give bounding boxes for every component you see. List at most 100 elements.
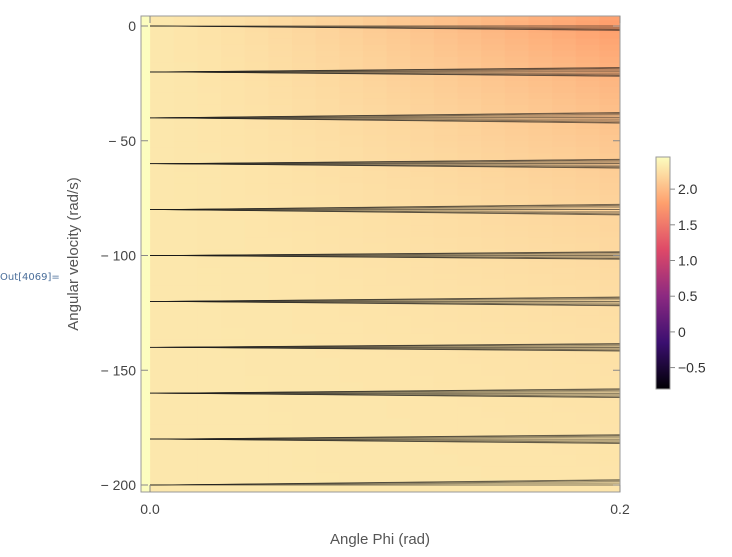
heat-cell	[173, 201, 199, 208]
heat-cell	[141, 315, 151, 323]
heat-cell	[268, 267, 293, 275]
heat-cell	[173, 80, 199, 88]
heat-cell	[339, 153, 364, 160]
heat-cell	[433, 128, 459, 136]
heat-cell	[339, 135, 364, 142]
heat-cell	[315, 339, 340, 347]
heat-cell	[315, 490, 340, 492]
heat-cell	[386, 44, 411, 52]
heat-cell	[173, 394, 199, 401]
heat-cell	[244, 309, 269, 317]
heat-cell	[552, 153, 577, 160]
heat-cell	[623, 376, 647, 383]
heat-cell	[433, 165, 459, 172]
heat-cell	[575, 472, 601, 480]
heat-cell	[504, 460, 530, 467]
heat-cell	[623, 225, 647, 232]
heat-cell	[457, 44, 482, 52]
heat-cell	[623, 478, 647, 485]
heat-cell	[599, 273, 620, 281]
heat-cell	[481, 255, 506, 263]
heat-cell	[481, 225, 506, 233]
heat-cell	[386, 249, 411, 257]
heat-cell	[504, 406, 530, 413]
heat-cell	[292, 50, 317, 58]
heat-cell	[292, 484, 317, 492]
heat-cell	[141, 219, 151, 226]
heat-cell	[362, 273, 388, 281]
heat-cell	[362, 213, 388, 220]
heat-cell	[197, 183, 222, 190]
heat-cell	[315, 16, 340, 22]
heat-cell	[173, 189, 199, 196]
heat-cell	[386, 291, 411, 299]
heat-cell	[292, 303, 317, 311]
heat-cell	[173, 303, 199, 311]
heat-cell	[457, 400, 482, 407]
heat-cell	[433, 261, 459, 269]
heat-cell	[268, 351, 293, 359]
heat-cell	[386, 32, 411, 40]
heat-cell	[433, 442, 459, 449]
heat-cell	[599, 478, 620, 486]
heat-cell	[221, 128, 246, 136]
heat-cell	[694, 129, 718, 136]
heat-cell	[315, 32, 340, 40]
heat-cell	[599, 339, 620, 347]
heat-cell	[315, 375, 340, 383]
heat-cell	[670, 382, 694, 389]
heat-cell	[457, 412, 482, 419]
heat-cell	[718, 57, 732, 64]
heat-cell	[457, 243, 482, 251]
heat-cell	[150, 357, 175, 365]
heat-cell	[292, 448, 317, 455]
heat-cell	[150, 478, 175, 486]
heat-cell	[221, 32, 246, 40]
heat-cell	[197, 110, 222, 118]
heat-cell	[504, 183, 530, 190]
heat-cell	[504, 303, 530, 311]
heat-cell	[386, 122, 411, 130]
heat-cell	[552, 484, 577, 492]
heat-cell	[315, 147, 340, 154]
heat-cell	[221, 74, 246, 82]
heat-cell	[221, 382, 246, 389]
heat-cell	[599, 424, 620, 431]
heat-cell	[244, 32, 269, 40]
heat-cell	[718, 51, 732, 58]
heat-cell	[575, 351, 601, 359]
heat-cell	[575, 442, 601, 449]
heat-cell	[433, 44, 459, 52]
heat-cell	[292, 315, 317, 323]
heat-cell	[599, 147, 620, 154]
heat-cell	[221, 195, 246, 202]
heat-cell	[268, 406, 293, 413]
heat-cell	[528, 321, 553, 329]
heat-cell	[221, 110, 246, 118]
heat-cell	[268, 291, 293, 299]
heat-cell	[197, 104, 222, 112]
heat-cell	[528, 261, 553, 269]
heat-cell	[197, 466, 222, 473]
heat-cell	[599, 92, 620, 100]
heat-cell	[315, 315, 340, 323]
heat-cell	[386, 273, 411, 281]
heat-cell	[386, 394, 411, 401]
heat-cell	[339, 141, 364, 148]
heat-cell	[315, 291, 340, 299]
heat-cell	[670, 268, 694, 275]
heat-cell	[623, 27, 647, 34]
heat-cell	[433, 375, 459, 383]
heat-cell	[141, 412, 151, 419]
heat-cell	[141, 16, 151, 22]
heat-cell	[339, 454, 364, 461]
heat-cell	[150, 213, 175, 220]
heat-cell	[141, 430, 151, 437]
heat-cell	[718, 99, 732, 106]
heat-cell	[528, 141, 553, 148]
heat-cell	[292, 219, 317, 226]
heat-cell	[173, 267, 199, 275]
heat-cell	[292, 165, 317, 172]
heat-cell	[457, 472, 482, 480]
heat-cell	[197, 159, 222, 166]
